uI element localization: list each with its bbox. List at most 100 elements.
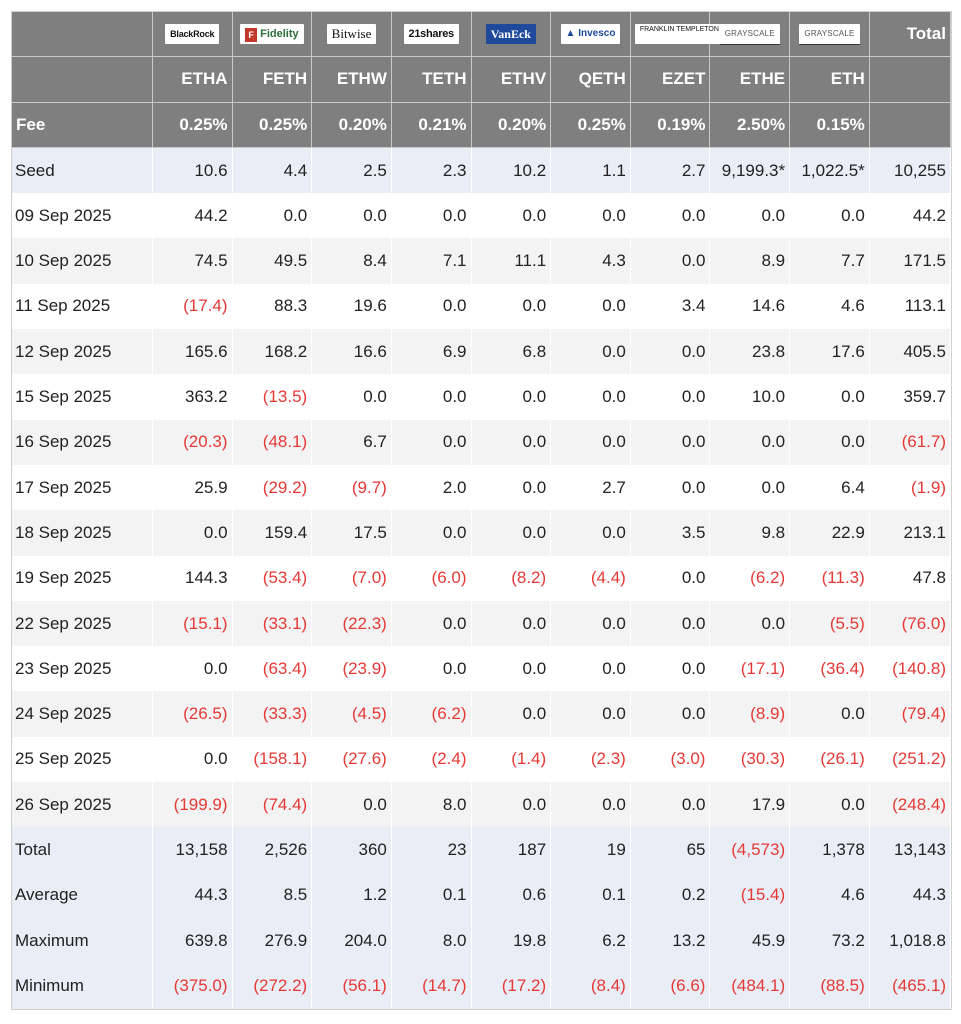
flow-value-cell: 0.0 [630,329,711,375]
flow-value-cell: 0.0 [551,510,631,556]
flow-value-cell: (36.4) [790,646,870,692]
flow-value-cell: 0.0 [551,374,631,420]
flow-value-cell: 159.4 [232,510,313,556]
flow-value-cell: (30.3) [710,736,791,783]
fund-logo-cell: BlackRock [152,12,233,58]
flow-value-cell: 0.0 [551,419,631,465]
total-ticker-cell [869,57,951,103]
row-label: 25 Sep 2025 [12,736,153,783]
row-label: 16 Sep 2025 [12,419,153,465]
row-label: 11 Sep 2025 [12,283,153,330]
table-row: Total 13,158 2,526 360 23 187 19 65 (4,573) 1,378… [12,827,951,873]
flow-value-cell: (6.0) [391,555,472,601]
flow-value-cell: (53.4) [232,555,313,601]
flow-value-cell: 6.8 [471,329,552,375]
fund-logo-cell: 21shares [391,12,472,58]
fund-logo-cell: F Fidelity [232,12,313,58]
flow-value-cell: (15.1) [152,600,233,647]
flow-value-cell: 0.0 [391,374,472,420]
row-label: Total [12,827,153,873]
flow-value-cell: 8.0 [391,917,472,964]
row-total-cell: 171.5 [869,238,951,284]
ticker-header: ETHW [312,57,392,103]
fee-value: 0.19% [630,102,711,148]
table-row: 17 Sep 2025 25.9 (29.2) (9.7) 2.0 0.0 2.7 0.0 0.… [12,464,951,511]
fee-value: 0.25% [232,102,313,148]
row-total-cell: 213.1 [869,510,951,556]
franklin-templeton-logo-icon: FRANKLIN TEMPLETON [634,24,724,45]
flow-value-cell: (7.0) [312,555,392,601]
fund-logo-cell: GRAYSCALE [710,12,791,58]
flow-value-cell: 0.0 [790,782,870,828]
flow-value-cell: 0.0 [391,419,472,465]
eth-etf-flows-table: BlackRock F Fidelity Bitwise 21shares Van… [12,12,951,1009]
flow-value-cell: 363.2 [152,374,233,420]
flow-value-cell: (11.3) [790,555,870,601]
flow-value-cell: 0.0 [630,600,711,647]
fund-logo-cell: VanEck [471,12,552,58]
flow-value-cell: (17.4) [152,283,233,330]
flow-value-cell: 6.2 [551,917,631,964]
total-column-header: Total [869,12,951,58]
ticker-header: ETH [790,57,870,103]
flow-value-cell: 23.8 [710,329,791,375]
row-total-cell: 44.2 [869,193,951,239]
table-row: 26 Sep 2025 (199.9) (74.4) 0.0 8.0 0.0 0.0 0.0 1… [12,782,951,828]
ticker-header: EZET [630,57,711,103]
fee-value: 0.20% [312,102,392,148]
blackrock-logo-icon: BlackRock [165,24,220,45]
flow-value-cell: 19 [551,827,631,873]
flow-value-cell: 17.9 [710,782,791,828]
flow-value-cell: 0.0 [710,419,791,465]
table-row: 18 Sep 2025 0.0 159.4 17.5 0.0 0.0 0.0 3.5 9.8 22… [12,510,951,556]
flow-value-cell: (3.0) [630,736,711,783]
flow-value-cell: 0.0 [391,193,472,239]
flow-value-cell: 3.5 [630,510,711,556]
row-label: 09 Sep 2025 [12,193,153,239]
fund-logo-cell: Bitwise [312,12,392,58]
flow-value-cell: 0.0 [471,419,552,465]
table-row: 11 Sep 2025 (17.4) 88.3 19.6 0.0 0.0 0.0 3.4 14.… [12,283,951,330]
flow-value-cell: 0.0 [391,600,472,647]
flow-value-cell: 0.0 [232,193,313,239]
flow-value-cell: 0.0 [471,464,552,511]
flow-value-cell: 25.9 [152,464,233,511]
table-row: Average 44.3 8.5 1.2 0.1 0.6 0.1 0.2 (15.4) 4.6 44… [12,872,951,918]
flow-value-cell: (375.0) [152,963,233,1009]
row-total-cell: 405.5 [869,329,951,375]
flow-value-cell: (2.4) [391,736,472,783]
ticker-header: ETHE [710,57,791,103]
etf-flow-table-frame: BlackRock F Fidelity Bitwise 21shares Van… [11,11,952,1010]
flow-value-cell: 0.1 [391,872,472,918]
flow-value-cell: 0.0 [710,464,791,511]
grayscale-logo-icon: GRAYSCALE [799,23,860,45]
flow-value-cell: 0.0 [471,193,552,239]
flow-value-cell: (22.3) [312,600,392,647]
table-row: 12 Sep 2025 165.6 168.2 16.6 6.9 6.8 0.0 0.0 23.… [12,329,951,375]
flow-value-cell: 7.7 [790,238,870,284]
flow-value-cell: 4.6 [790,872,870,918]
flow-value-cell: 65 [630,827,711,873]
flow-value-cell: (272.2) [232,963,313,1009]
flow-value-cell: (4,573) [710,827,791,873]
row-label: 22 Sep 2025 [12,600,153,647]
fee-value: 0.21% [391,102,472,148]
row-total-cell: (1.9) [869,464,951,511]
flow-value-cell: 6.9 [391,329,472,375]
flow-value-cell: (8.2) [471,555,552,601]
flow-value-cell: 2.7 [551,464,631,511]
table-body: Seed 10.6 4.4 2.5 2.3 10.2 1.1 2.7 9,199.3* 1,022… [12,147,951,1009]
fee-value: 0.15% [790,102,870,148]
flow-value-cell: 0.0 [630,691,711,737]
flow-value-cell: 0.0 [471,283,552,330]
flow-value-cell: 44.2 [152,193,233,239]
row-total-cell: (79.4) [869,691,951,737]
ticker-row: ETHA FETH ETHW TETH ETHV QETH EZET ETHE … [12,57,951,103]
row-label: Seed [12,147,153,194]
bitwise-logo-icon: Bitwise [326,24,377,45]
flow-value-cell: 16.6 [312,329,392,375]
flow-value-cell: 3.4 [630,283,711,330]
flow-value-cell: 0.0 [630,374,711,420]
flow-value-cell: (158.1) [232,736,313,783]
row-label: 12 Sep 2025 [12,329,153,375]
